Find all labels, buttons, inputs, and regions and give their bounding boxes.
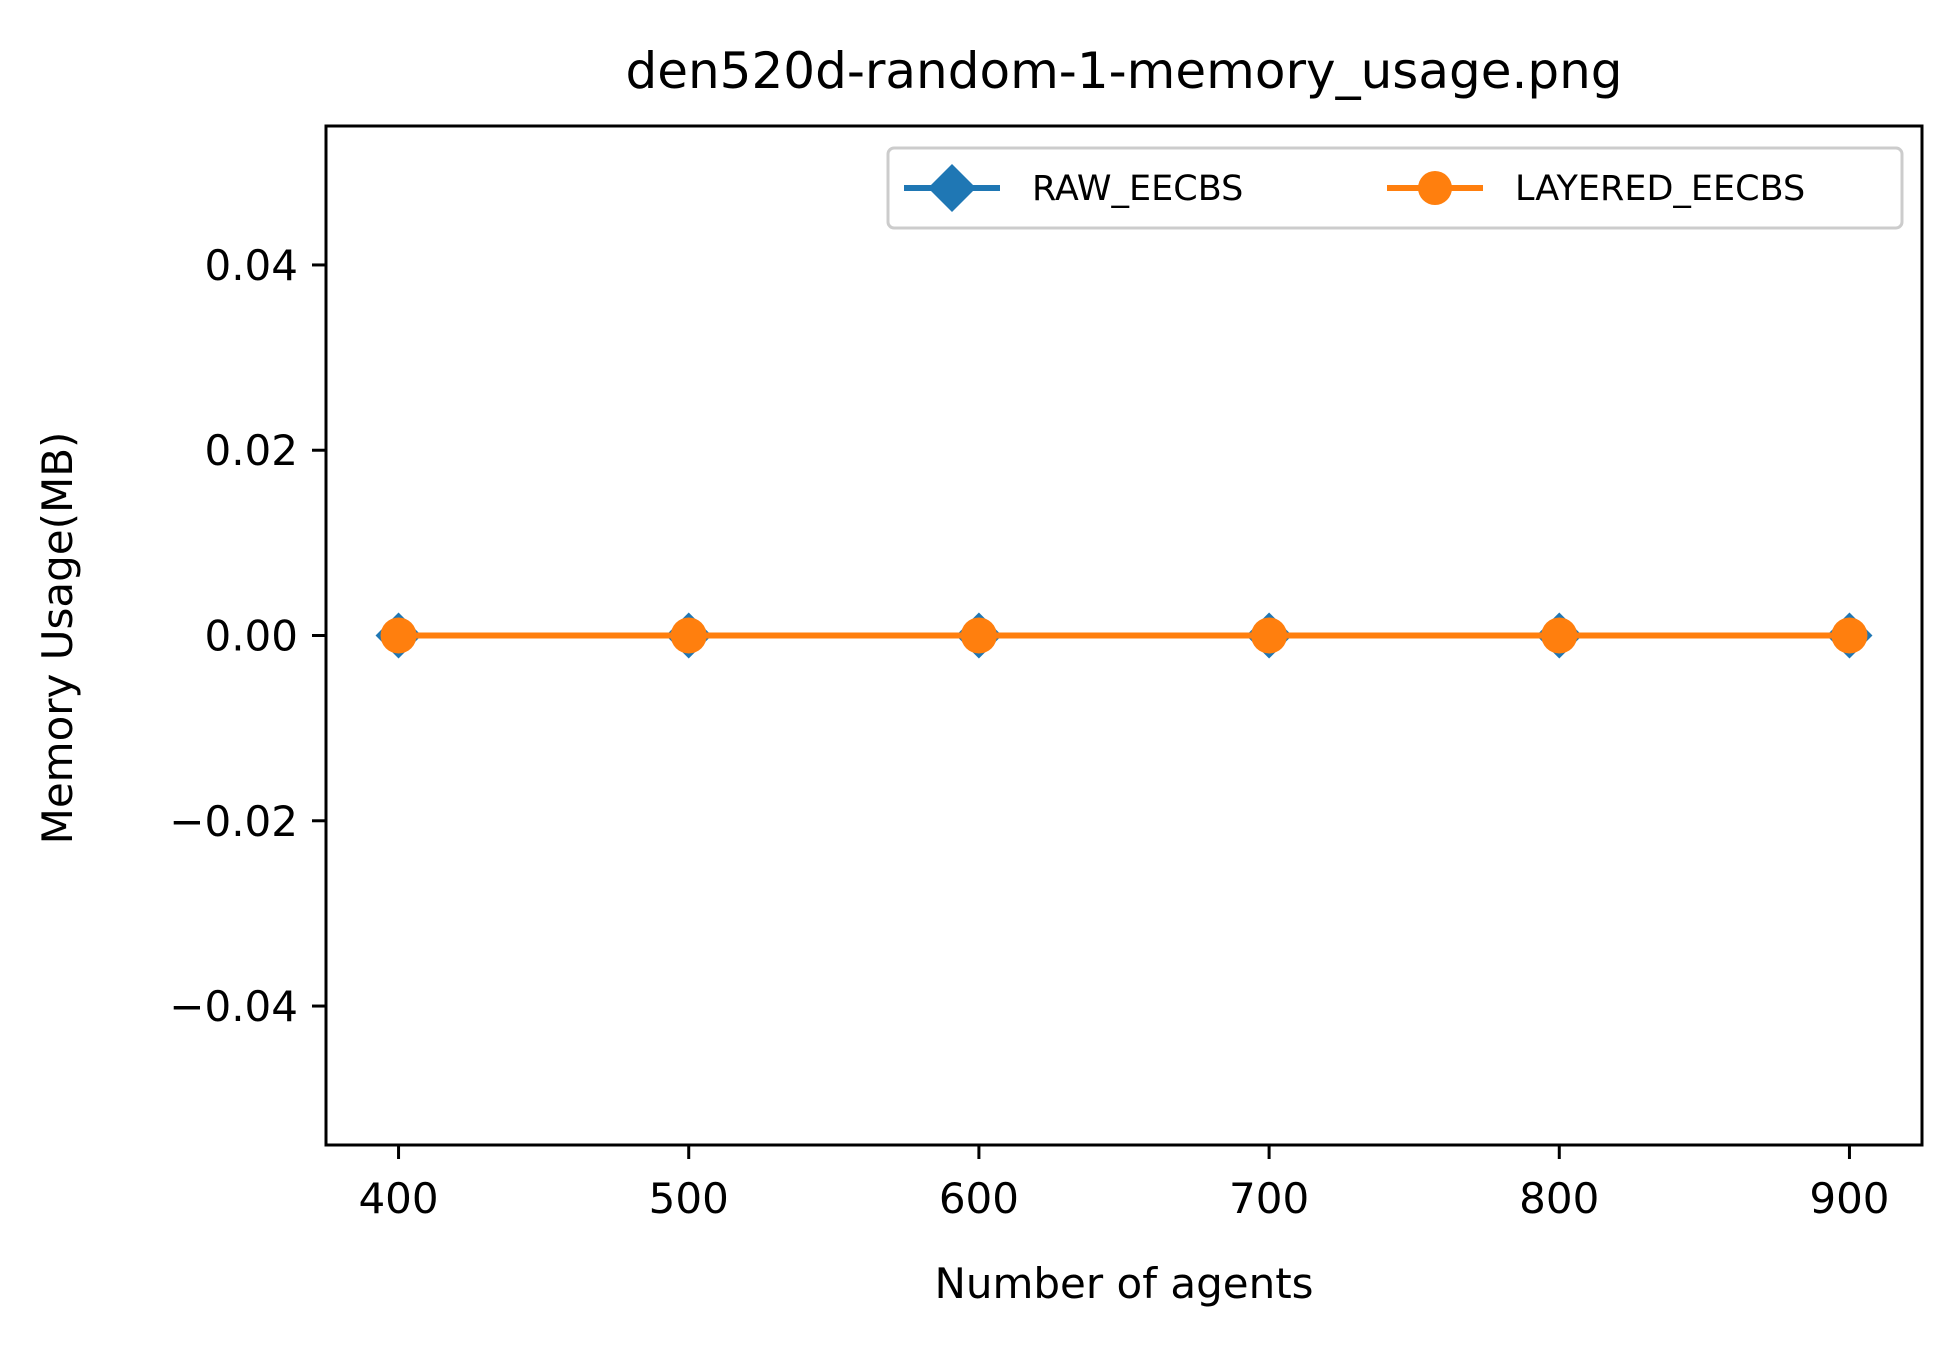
legend-marker-circle bbox=[1418, 171, 1452, 205]
chart-title: den520d-random-1-memory_usage.png bbox=[625, 42, 1622, 100]
legend-marker-diamond bbox=[928, 164, 976, 212]
data-point-layered-eecbs bbox=[960, 617, 997, 654]
y-tick-label: −0.04 bbox=[169, 982, 298, 1031]
y-tick-label: 0.02 bbox=[204, 426, 298, 475]
data-point-layered-eecbs bbox=[380, 617, 417, 654]
x-tick-label: 500 bbox=[649, 1174, 729, 1223]
data-point-layered-eecbs bbox=[1831, 617, 1868, 654]
legend-label: LAYERED_EECBS bbox=[1515, 169, 1805, 209]
x-tick-label: 800 bbox=[1519, 1174, 1599, 1223]
x-tick-label: 900 bbox=[1809, 1174, 1889, 1223]
x-tick-label: 400 bbox=[358, 1174, 438, 1223]
data-point-layered-eecbs bbox=[1251, 617, 1288, 654]
y-axis-label: Memory Usage(MB) bbox=[33, 432, 82, 845]
x-axis-label: Number of agents bbox=[934, 1259, 1313, 1308]
y-tick-label: 0.04 bbox=[204, 241, 298, 290]
legend: RAW_EECBS LAYERED_EECBS bbox=[886, 146, 1904, 230]
data-point-layered-eecbs bbox=[1541, 617, 1578, 654]
x-tick-label: 600 bbox=[939, 1174, 1019, 1223]
y-tick-label: −0.02 bbox=[169, 797, 298, 846]
plot-area bbox=[375, 612, 1873, 659]
y-tick-label: 0.00 bbox=[204, 612, 298, 661]
legend-label: RAW_EECBS bbox=[1032, 169, 1243, 209]
data-point-layered-eecbs bbox=[670, 617, 707, 654]
axes: 400 500 600 700 800 900 −0.04 −0.02 0.00 0.02 0.04 bbox=[169, 124, 1924, 1223]
x-tick-label: 700 bbox=[1229, 1174, 1309, 1223]
